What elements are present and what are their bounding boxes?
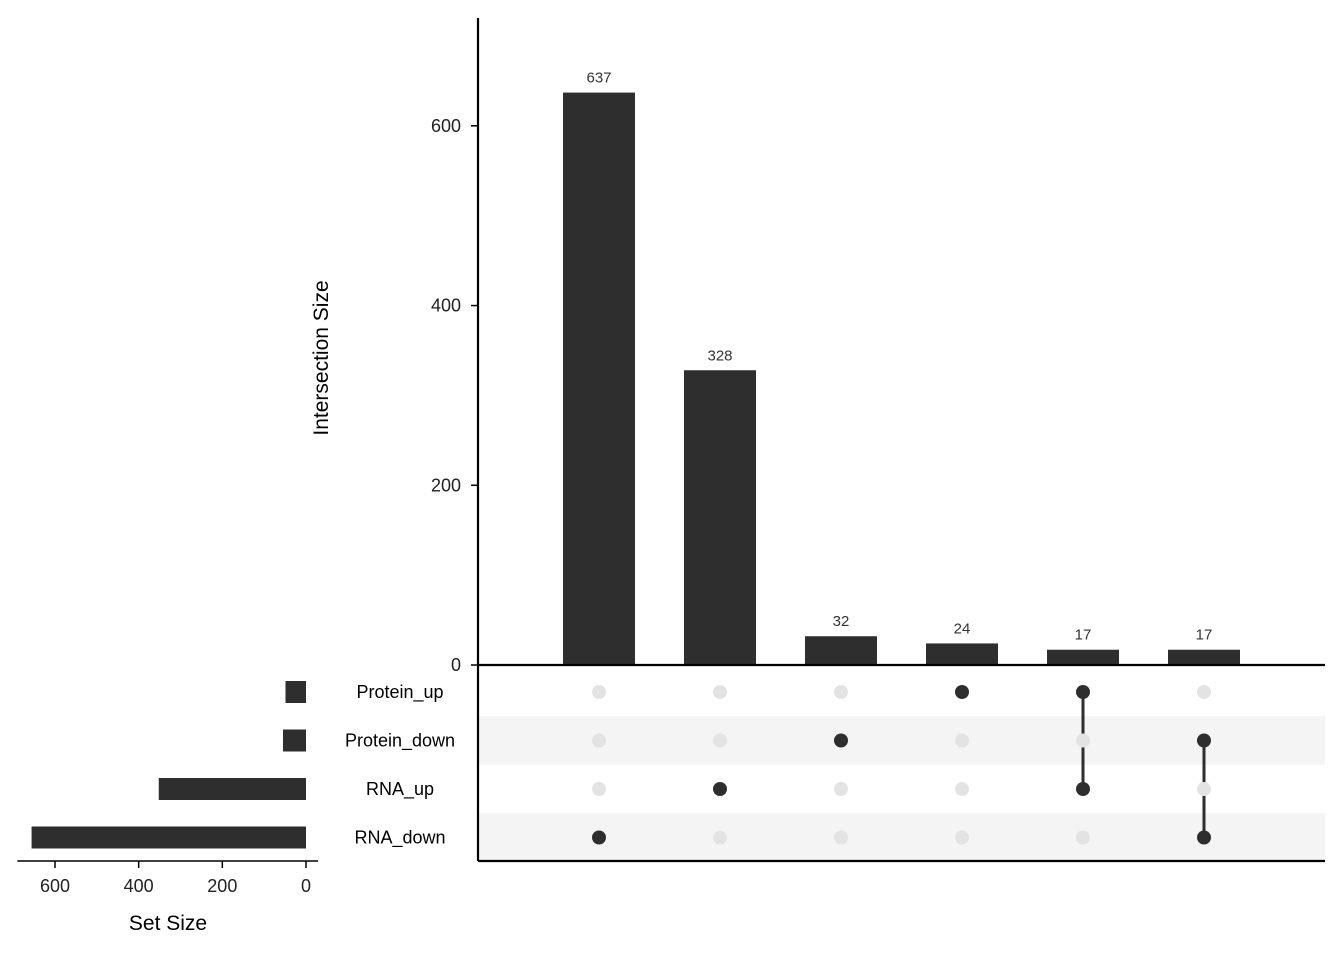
set-size-tick-label: 400 xyxy=(124,876,154,896)
membership-dot-inactive xyxy=(592,685,606,699)
set-name-label: Protein_up xyxy=(356,682,443,703)
set-size-tick-label: 600 xyxy=(40,876,70,896)
intersection-bar xyxy=(563,92,635,666)
y-tick-label: 400 xyxy=(431,296,461,316)
intersection-bar-value: 637 xyxy=(586,70,611,87)
intersection-bar-value: 17 xyxy=(1196,627,1213,644)
set-size-tick-label: 0 xyxy=(301,876,311,896)
set-size-bars xyxy=(31,681,306,849)
membership-dot-active xyxy=(1076,782,1090,796)
intersection-bar xyxy=(805,636,877,665)
intersection-bar-value: 328 xyxy=(707,347,732,364)
membership-dot-inactive xyxy=(1197,685,1211,699)
membership-dot-inactive xyxy=(834,782,848,796)
membership-dot-active xyxy=(592,830,606,845)
membership-matrix xyxy=(476,665,1325,863)
intersection-bar-labels: 637 328 32 24 17 17 xyxy=(586,70,1212,644)
set-name-label: Protein_down xyxy=(345,731,455,752)
set-name-labels: Protein_up Protein_down RNA_up RNA_down xyxy=(345,682,455,849)
set-name-label: RNA_down xyxy=(354,828,445,849)
intersection-y-label: Intersection Size xyxy=(310,280,333,435)
membership-dot-inactive xyxy=(955,830,969,845)
set-size-bar xyxy=(285,681,306,703)
membership-dot-inactive xyxy=(713,685,727,699)
membership-dot-inactive xyxy=(592,782,606,796)
membership-dot-active xyxy=(1197,830,1211,845)
membership-dot-active xyxy=(955,685,969,699)
membership-dot-inactive xyxy=(834,685,848,699)
membership-dot-inactive xyxy=(1076,733,1090,748)
intersection-bar-value: 24 xyxy=(954,620,971,637)
intersection-bar-value: 32 xyxy=(833,613,850,630)
matrix-stripe xyxy=(478,716,1325,765)
membership-dot-inactive xyxy=(592,733,606,748)
intersection-bar xyxy=(684,370,756,665)
membership-dot-inactive xyxy=(955,733,969,748)
membership-dot-active xyxy=(1076,685,1090,699)
membership-dot-inactive xyxy=(834,830,848,845)
set-size-x-label: Set Size xyxy=(129,912,207,935)
membership-dot-inactive xyxy=(955,782,969,796)
y-tick-label: 200 xyxy=(431,475,461,495)
y-tick-label: 600 xyxy=(431,116,461,136)
membership-dot-inactive xyxy=(713,830,727,845)
matrix-stripes xyxy=(478,716,1325,862)
matrix-stripe xyxy=(478,813,1325,862)
membership-dot-inactive xyxy=(1197,782,1211,796)
set-name-label: RNA_up xyxy=(366,779,434,800)
membership-dot-active xyxy=(713,782,727,796)
membership-dot-inactive xyxy=(1076,830,1090,845)
intersection-bar xyxy=(926,643,998,665)
set-size-tick-label: 200 xyxy=(207,876,237,896)
membership-dot-active xyxy=(834,733,848,748)
intersection-bars xyxy=(563,92,1240,666)
intersection-bar xyxy=(1047,649,1119,665)
set-size-bar xyxy=(282,729,306,752)
set-size-bar xyxy=(31,826,306,849)
membership-dot-active xyxy=(1197,733,1211,748)
intersection-bar-value: 17 xyxy=(1075,627,1092,644)
intersection-bar xyxy=(1168,649,1240,665)
intersection-y-axis: 0 200 400 600 xyxy=(431,18,1325,675)
set-size-bar xyxy=(158,778,306,800)
set-size-x-axis: 600 400 200 0 xyxy=(17,860,318,896)
y-tick-label: 0 xyxy=(451,655,461,675)
membership-dot-inactive xyxy=(713,733,727,748)
